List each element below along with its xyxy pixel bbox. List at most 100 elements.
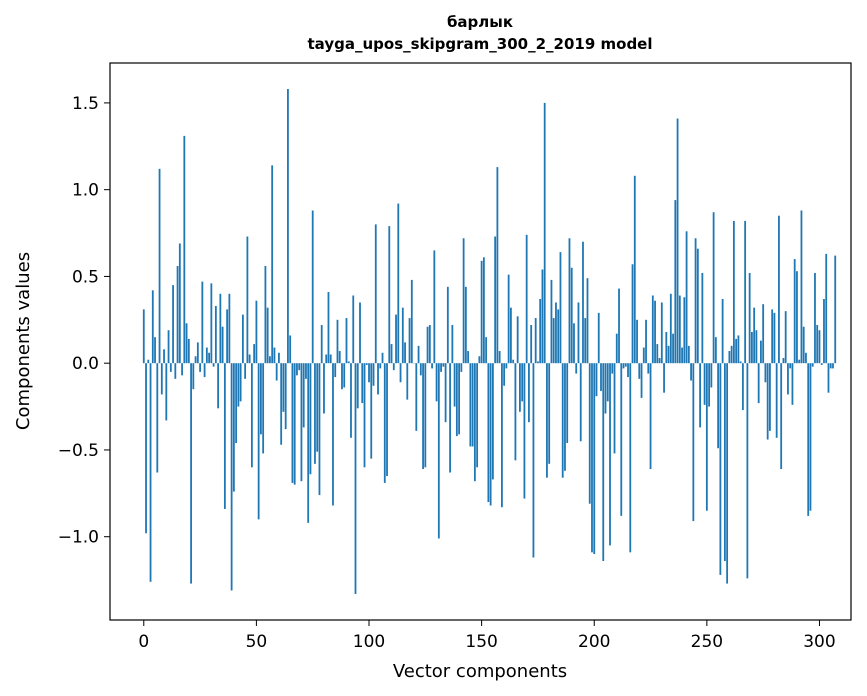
bar bbox=[187, 338, 190, 364]
bar bbox=[210, 283, 213, 364]
bar bbox=[582, 241, 584, 364]
bar bbox=[350, 363, 352, 438]
bar bbox=[543, 102, 546, 364]
bar bbox=[399, 363, 402, 383]
bar bbox=[636, 319, 638, 364]
bar bbox=[401, 307, 404, 364]
bar bbox=[156, 363, 159, 473]
bar bbox=[361, 363, 364, 404]
bar bbox=[516, 316, 519, 364]
bar bbox=[208, 352, 210, 364]
bar bbox=[327, 292, 330, 364]
bar bbox=[174, 363, 177, 379]
bar bbox=[769, 363, 771, 431]
bar bbox=[462, 238, 465, 364]
bar bbox=[235, 363, 238, 444]
bar bbox=[410, 279, 413, 364]
bar bbox=[246, 236, 249, 364]
bar bbox=[219, 293, 222, 364]
bar bbox=[751, 331, 753, 364]
bar bbox=[604, 363, 607, 414]
bar bbox=[645, 319, 647, 364]
bar bbox=[649, 363, 652, 470]
bar bbox=[451, 325, 454, 364]
bar bbox=[478, 356, 481, 364]
bar bbox=[217, 363, 220, 409]
bar bbox=[823, 298, 825, 364]
bar bbox=[341, 363, 343, 390]
bar bbox=[221, 326, 224, 364]
bar bbox=[564, 363, 566, 471]
bar bbox=[142, 309, 145, 364]
bar bbox=[748, 272, 751, 364]
bar bbox=[717, 363, 720, 449]
bar bbox=[147, 359, 150, 364]
bar bbox=[203, 363, 206, 378]
x-tick-label: 0 bbox=[138, 632, 149, 652]
bar bbox=[300, 363, 303, 482]
bar bbox=[464, 286, 467, 364]
bar bbox=[800, 210, 803, 364]
bar bbox=[289, 335, 292, 364]
bar bbox=[244, 363, 247, 379]
chart-subtitle: tayga_upos_skipgram_300_2_2019 model bbox=[308, 35, 653, 53]
bar bbox=[764, 363, 767, 383]
bar bbox=[798, 359, 801, 364]
bar bbox=[595, 363, 598, 397]
chart-title: барлык bbox=[447, 13, 513, 31]
bar bbox=[624, 363, 627, 367]
bar bbox=[660, 302, 663, 364]
bar bbox=[739, 361, 742, 364]
bar bbox=[505, 363, 508, 369]
bar bbox=[309, 363, 312, 475]
bar bbox=[347, 361, 350, 364]
bar bbox=[365, 363, 368, 365]
bar bbox=[600, 363, 602, 391]
bar bbox=[435, 363, 438, 402]
bar bbox=[579, 363, 582, 442]
bar bbox=[687, 345, 690, 364]
bar bbox=[651, 295, 654, 364]
bar bbox=[336, 319, 339, 364]
bar bbox=[334, 363, 337, 378]
bar bbox=[789, 363, 792, 369]
bar bbox=[271, 165, 274, 364]
bar bbox=[154, 337, 156, 364]
bar bbox=[368, 363, 370, 383]
bar bbox=[629, 363, 632, 553]
bar bbox=[397, 203, 400, 364]
bar bbox=[534, 318, 537, 364]
bar bbox=[359, 302, 361, 364]
bar bbox=[575, 363, 578, 374]
bar bbox=[694, 238, 697, 364]
bar bbox=[602, 363, 605, 561]
bar bbox=[782, 357, 785, 364]
bar bbox=[428, 325, 431, 364]
bar bbox=[760, 340, 762, 364]
bar bbox=[719, 363, 722, 575]
bar bbox=[793, 259, 796, 364]
bar bbox=[239, 363, 242, 402]
bar bbox=[176, 266, 179, 364]
bar bbox=[814, 272, 816, 364]
plot-area-frame bbox=[109, 62, 852, 621]
bar bbox=[356, 363, 359, 409]
bar bbox=[253, 344, 256, 364]
bar bbox=[561, 363, 564, 478]
bar bbox=[519, 363, 521, 412]
bar bbox=[325, 354, 328, 364]
bar bbox=[266, 307, 269, 364]
bar bbox=[160, 363, 163, 395]
bar bbox=[194, 356, 197, 364]
bar bbox=[280, 363, 283, 445]
bar bbox=[521, 363, 524, 402]
x-tick-label: 50 bbox=[246, 632, 268, 652]
bar bbox=[284, 363, 287, 430]
bar bbox=[615, 333, 618, 364]
bar bbox=[771, 309, 774, 364]
bar bbox=[395, 314, 397, 364]
bar bbox=[741, 363, 744, 411]
bar bbox=[681, 347, 683, 364]
bar bbox=[730, 345, 733, 364]
bar bbox=[332, 363, 334, 506]
